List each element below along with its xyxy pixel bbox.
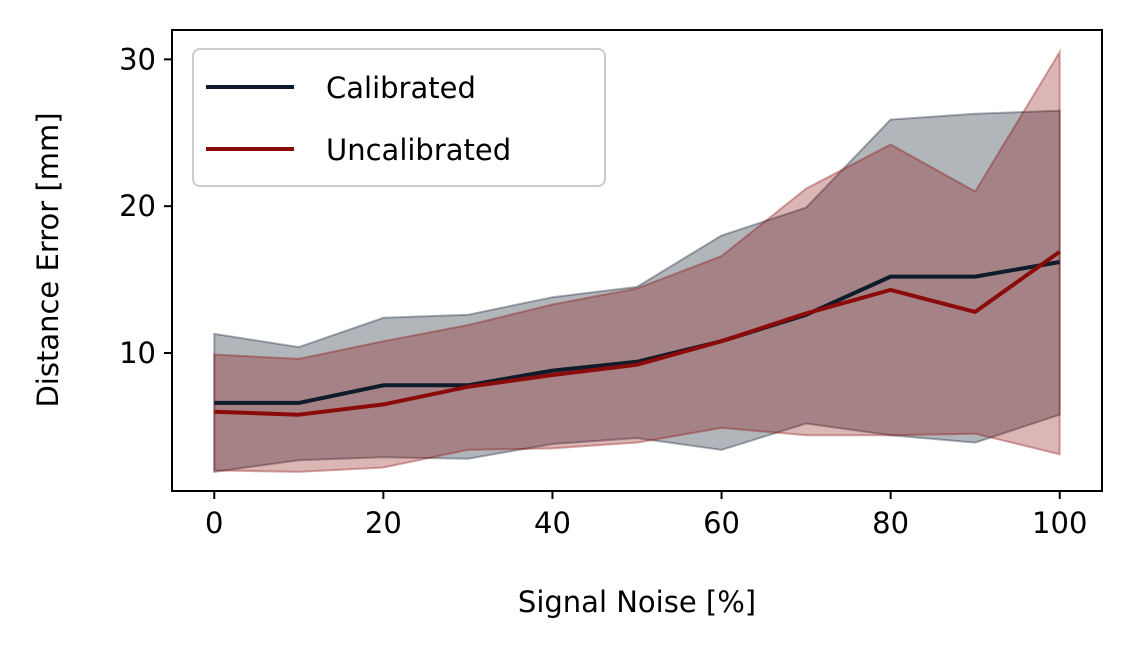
legend-box bbox=[192, 48, 606, 187]
y-tick-label: 30 bbox=[119, 42, 156, 76]
x-tick-label: 80 bbox=[872, 506, 909, 540]
x-axis-ticks: 0 20 40 60 80 100 bbox=[205, 491, 1087, 540]
legend-label-uncalibrated: Uncalibrated bbox=[326, 133, 511, 167]
series-lines bbox=[214, 250, 1061, 417]
x-tick-label: 60 bbox=[703, 506, 740, 540]
y-tick-label: 10 bbox=[119, 336, 156, 370]
y-tick-label: 20 bbox=[119, 189, 156, 223]
x-axis-label: Signal Noise [%] bbox=[518, 585, 756, 619]
line-uncalibrated bbox=[214, 250, 1061, 417]
x-tick-label: 100 bbox=[1032, 506, 1087, 540]
y-axis-ticks: 10 20 30 bbox=[119, 42, 172, 370]
plot-frame bbox=[171, 29, 1103, 492]
legend: Calibrated Uncalibrated bbox=[192, 48, 606, 187]
x-tick-label: 40 bbox=[534, 506, 571, 540]
legend-label-calibrated: Calibrated bbox=[326, 71, 476, 105]
x-tick-label: 20 bbox=[365, 506, 402, 540]
band-calibrated bbox=[213, 109, 1061, 474]
confidence-bands bbox=[213, 48, 1061, 474]
y-axis-label: Distance Error [mm] bbox=[31, 112, 65, 407]
line-calibrated bbox=[214, 260, 1061, 405]
band-uncalibrated bbox=[213, 48, 1061, 473]
x-tick-label: 0 bbox=[205, 506, 223, 540]
